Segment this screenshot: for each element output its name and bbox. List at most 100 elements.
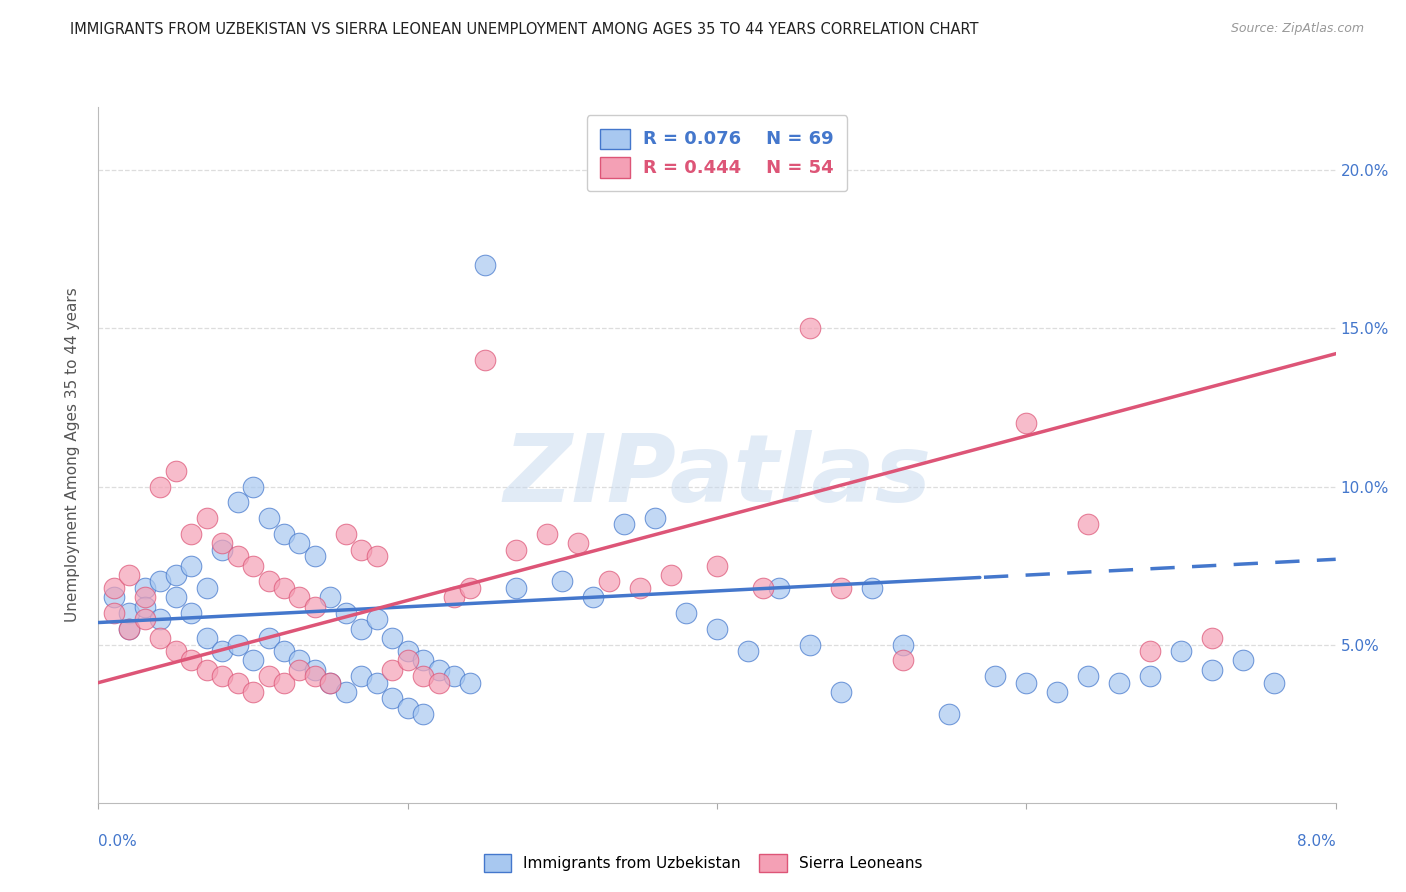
Point: [118, 622, 141, 636]
Point: [211, 536, 233, 550]
Point: [396, 653, 419, 667]
Point: [335, 527, 357, 541]
Text: Source: ZipAtlas.com: Source: ZipAtlas.com: [1230, 22, 1364, 36]
Point: [381, 691, 404, 706]
Point: [211, 669, 233, 683]
Point: [1015, 417, 1038, 431]
Point: [165, 464, 187, 478]
Point: [350, 669, 373, 683]
Point: [1046, 685, 1069, 699]
Point: [505, 542, 527, 557]
Point: [984, 669, 1007, 683]
Y-axis label: Unemployment Among Ages 35 to 44 years: Unemployment Among Ages 35 to 44 years: [65, 287, 80, 623]
Point: [180, 558, 202, 573]
Point: [242, 479, 264, 493]
Point: [149, 479, 172, 493]
Point: [134, 591, 156, 605]
Point: [242, 653, 264, 667]
Point: [675, 606, 697, 620]
Text: 0.0%: 0.0%: [98, 834, 138, 849]
Point: [1263, 675, 1285, 690]
Point: [891, 653, 914, 667]
Point: [396, 701, 419, 715]
Point: [273, 675, 295, 690]
Text: IMMIGRANTS FROM UZBEKISTAN VS SIERRA LEONEAN UNEMPLOYMENT AMONG AGES 35 TO 44 YE: IMMIGRANTS FROM UZBEKISTAN VS SIERRA LEO…: [70, 22, 979, 37]
Point: [149, 632, 172, 646]
Point: [195, 663, 218, 677]
Point: [319, 591, 342, 605]
Point: [335, 606, 357, 620]
Point: [891, 638, 914, 652]
Point: [103, 581, 125, 595]
Point: [118, 622, 141, 636]
Point: [149, 574, 172, 589]
Point: [1139, 669, 1161, 683]
Point: [381, 632, 404, 646]
Point: [628, 581, 651, 595]
Point: [350, 622, 373, 636]
Point: [180, 527, 202, 541]
Point: [443, 669, 465, 683]
Point: [412, 669, 434, 683]
Point: [1077, 669, 1099, 683]
Legend: R = 0.076    N = 69, R = 0.444    N = 54: R = 0.076 N = 69, R = 0.444 N = 54: [586, 115, 848, 191]
Point: [1201, 632, 1223, 646]
Point: [938, 707, 960, 722]
Point: [273, 527, 295, 541]
Point: [1077, 517, 1099, 532]
Point: [536, 527, 558, 541]
Point: [567, 536, 589, 550]
Point: [242, 558, 264, 573]
Point: [1015, 675, 1038, 690]
Point: [195, 632, 218, 646]
Point: [165, 591, 187, 605]
Point: [659, 568, 682, 582]
Point: [582, 591, 605, 605]
Point: [366, 612, 388, 626]
Point: [118, 568, 141, 582]
Point: [706, 558, 728, 573]
Point: [180, 653, 202, 667]
Point: [226, 549, 249, 563]
Point: [103, 606, 125, 620]
Point: [134, 581, 156, 595]
Point: [1108, 675, 1130, 690]
Legend: Immigrants from Uzbekistan, Sierra Leoneans: Immigrants from Uzbekistan, Sierra Leone…: [475, 846, 931, 880]
Point: [134, 599, 156, 614]
Point: [335, 685, 357, 699]
Text: 8.0%: 8.0%: [1296, 834, 1336, 849]
Point: [304, 599, 326, 614]
Point: [381, 663, 404, 677]
Point: [288, 536, 311, 550]
Point: [412, 653, 434, 667]
Point: [288, 653, 311, 667]
Point: [226, 638, 249, 652]
Point: [226, 675, 249, 690]
Point: [180, 606, 202, 620]
Point: [288, 591, 311, 605]
Point: [1170, 644, 1192, 658]
Point: [195, 511, 218, 525]
Point: [165, 644, 187, 658]
Point: [165, 568, 187, 582]
Point: [830, 685, 852, 699]
Point: [613, 517, 636, 532]
Point: [288, 663, 311, 677]
Point: [505, 581, 527, 595]
Point: [257, 632, 280, 646]
Point: [427, 675, 450, 690]
Point: [799, 321, 821, 335]
Point: [706, 622, 728, 636]
Point: [273, 581, 295, 595]
Point: [366, 675, 388, 690]
Point: [799, 638, 821, 652]
Point: [752, 581, 775, 595]
Point: [257, 511, 280, 525]
Point: [860, 581, 883, 595]
Point: [443, 591, 465, 605]
Point: [737, 644, 759, 658]
Point: [195, 581, 218, 595]
Point: [396, 644, 419, 658]
Point: [830, 581, 852, 595]
Point: [551, 574, 574, 589]
